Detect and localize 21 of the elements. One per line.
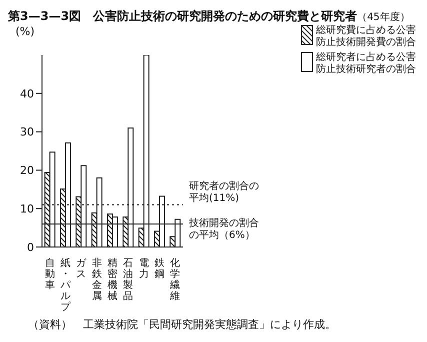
x-tick-label: 鉄鋼 (154, 257, 164, 280)
text: （45年度） (357, 12, 410, 23)
y-tick-label: 40 (20, 87, 34, 100)
y-tick-label: 30 (20, 126, 34, 139)
x-tick-label: 電力 (138, 258, 149, 280)
y-tick-label: 0 (27, 240, 34, 254)
x-tick-label: 非鉄金属 (92, 257, 102, 302)
y-tick-label: 20 (20, 164, 34, 178)
y-tick-label: 10 (20, 202, 34, 216)
ref-line-label: 研究者の割合の平均(11%) (189, 180, 259, 204)
x-tick-label: 紙・パルプ (60, 257, 72, 313)
text: （資料） 工業技術院「民間研究開発実態調査」により作成。 (28, 317, 337, 332)
y-axis-title: (%) (15, 25, 35, 38)
legend-label: 総研究費に占める公害防止技術開発費の割合 (316, 25, 417, 49)
x-tick-label: 石油製品 (123, 258, 134, 302)
legend-label: 総研究者に占める公害防止技術研究者の割合 (316, 52, 417, 76)
ref-line-label: 技術開発の割合の平均（6%） (188, 216, 259, 241)
x-tick-label: 化学繊維 (169, 257, 180, 302)
x-tick-label: ガス (76, 258, 88, 280)
x-tick-label: 自動車 (44, 257, 55, 291)
x-tick-label: 精密機械 (108, 257, 118, 302)
